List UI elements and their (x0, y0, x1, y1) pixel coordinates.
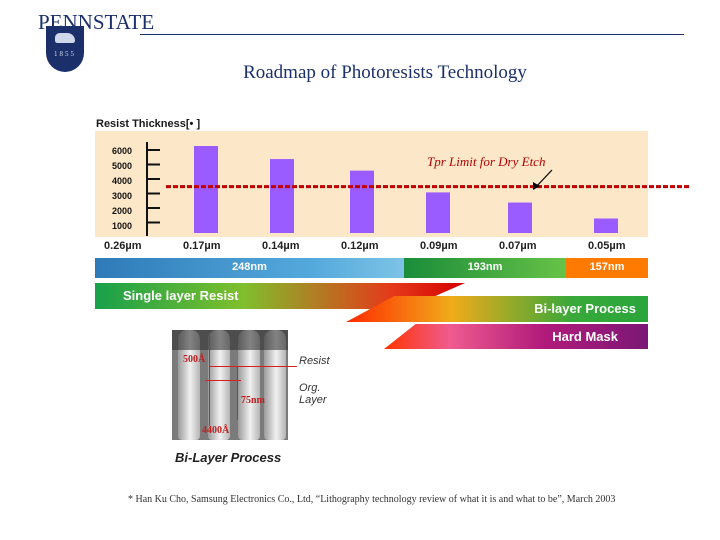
sem-top-shade (172, 330, 288, 350)
sem-pillar (178, 330, 200, 440)
dimension-line (237, 366, 238, 420)
bar-2 (270, 159, 294, 233)
band-157nm: 157nm (566, 258, 648, 278)
annotation-4400a: 4400Å (202, 425, 230, 436)
bilayer-band: Bi-layer Process (346, 296, 648, 322)
page-title: Roadmap of Photoresists Technology (243, 62, 527, 83)
band-248nm: 248nm (95, 258, 404, 278)
band-157nm-label: 157nm (589, 261, 625, 273)
sem-image (172, 330, 288, 440)
header-rule (140, 34, 684, 35)
sem-pillar (208, 330, 230, 440)
ytick-4000: 4000 (112, 176, 133, 186)
dimension-line (205, 380, 241, 381)
annotation-500a: 500Å (183, 354, 206, 365)
threshold-label: Tpr Limit for Dry Etch (427, 154, 546, 169)
xtick-0: 0.26µm (104, 240, 142, 252)
hardmask-band: Hard Mask (384, 324, 648, 349)
figure-caption: Bi-Layer Process (175, 450, 282, 465)
xtick-5: 0.07µm (499, 240, 537, 252)
ytick-5000: 5000 (112, 161, 133, 171)
threshold-arrowhead (533, 182, 540, 190)
chart-ylabel: Resist Thickness[• ] (96, 118, 201, 130)
xtick-3: 0.12µm (341, 240, 379, 252)
sem-pillar (238, 330, 260, 440)
logo-year: 1855 (54, 50, 76, 58)
ytick-1000: 1000 (112, 221, 133, 231)
single-layer-label: Single layer Resist (123, 288, 239, 303)
bilayer-label: Bi-layer Process (534, 301, 636, 316)
footnote: * Han Ku Cho, Samsung Electronics Co., L… (128, 494, 616, 505)
band-193nm-label: 193nm (467, 261, 503, 273)
band-193nm: 193nm (404, 258, 566, 278)
ytick-3000: 3000 (112, 191, 133, 201)
label-resist: Resist (299, 355, 330, 367)
bar-5 (508, 202, 532, 233)
xtick-1: 0.17µm (183, 240, 221, 252)
annotation-75nm: 75nm (241, 395, 265, 406)
xtick-6: 0.05µm (588, 240, 626, 252)
dimension-line (209, 336, 210, 426)
label-layer: Layer (299, 394, 327, 406)
ytick-2000: 2000 (112, 206, 133, 216)
xtick-4: 0.09µm (420, 240, 458, 252)
band-248nm-label: 248nm (232, 261, 267, 273)
shield-icon: 1855 (46, 26, 84, 72)
bar-6 (594, 218, 618, 233)
bar-4 (426, 192, 450, 233)
bar-1 (194, 146, 218, 233)
dimension-line (209, 366, 297, 367)
sem-pillar (264, 330, 286, 440)
lion-icon (55, 33, 75, 43)
hardmask-label: Hard Mask (552, 329, 618, 344)
label-org: Org. (299, 382, 321, 394)
xtick-2: 0.14µm (262, 240, 300, 252)
ytick-6000: 6000 (112, 146, 133, 156)
bar-3 (350, 170, 374, 233)
